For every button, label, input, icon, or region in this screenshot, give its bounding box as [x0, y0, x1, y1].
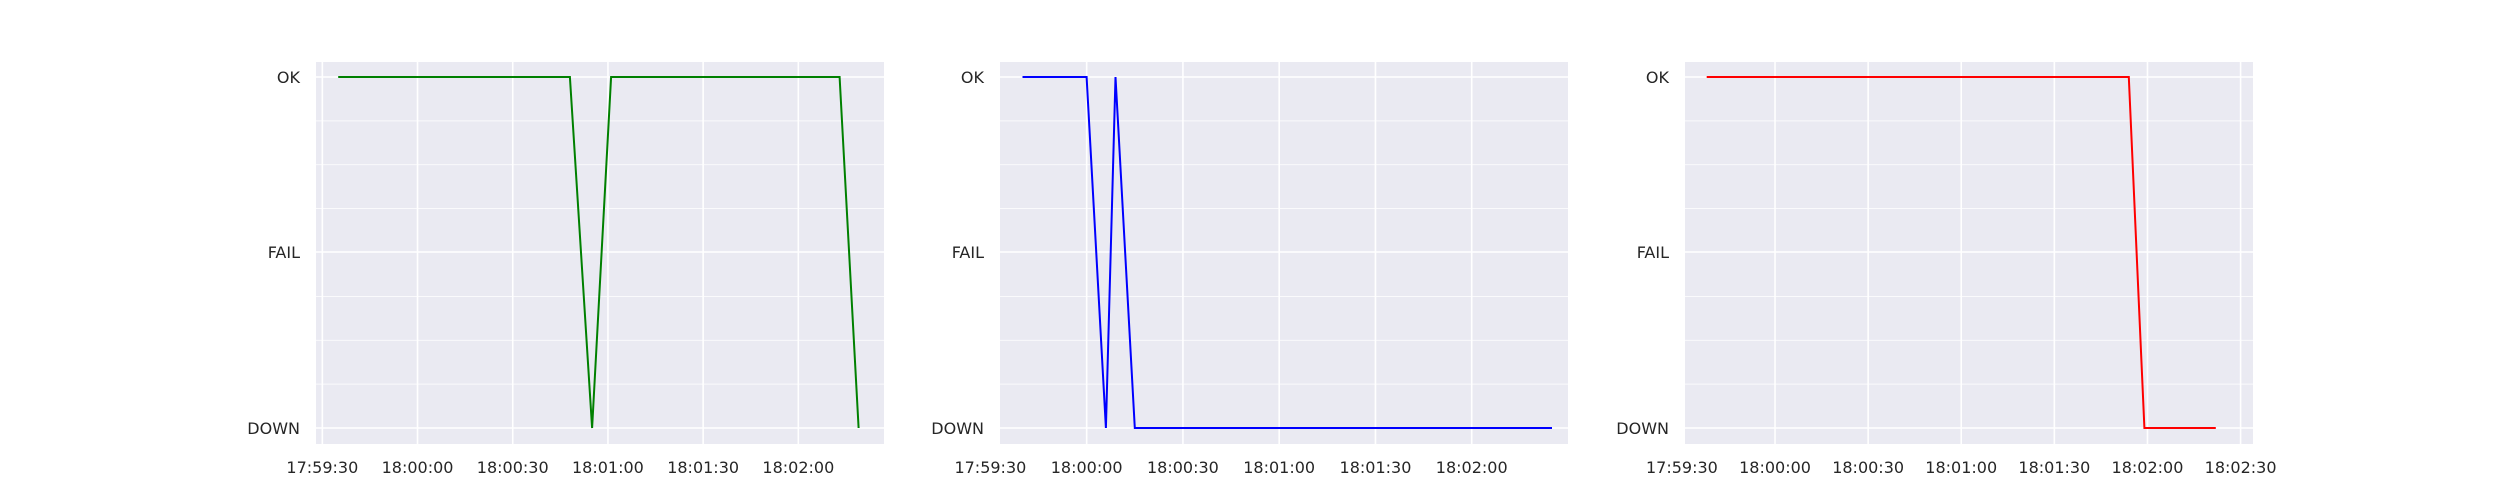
- y-tick-label: DOWN: [247, 419, 300, 438]
- y-tick-label: FAIL: [268, 243, 300, 262]
- y-tick-label: DOWN: [1616, 419, 1669, 438]
- x-tick-label: 18:02:00: [1436, 458, 1508, 477]
- x-tick-label: 18:00:30: [1832, 458, 1904, 477]
- x-tick-label: 18:02:00: [762, 458, 834, 477]
- x-tick-label: 18:00:00: [1739, 458, 1811, 477]
- y-tick-label: FAIL: [1637, 243, 1669, 262]
- x-tick-label: 18:01:30: [2018, 458, 2090, 477]
- x-tick-label: 18:00:00: [382, 458, 454, 477]
- chart-panel-2: 17:59:30 18:00:00 18:00:30 18:01:00 18:01:30…: [931, 62, 1568, 477]
- x-tick-label: 18:01:00: [1243, 458, 1315, 477]
- x-tick-label: 18:00:30: [477, 458, 549, 477]
- x-tick-label: 18:01:00: [572, 458, 644, 477]
- y-tick-label: DOWN: [931, 419, 984, 438]
- plot-area-2: [1000, 62, 1568, 444]
- y-tick-label: OK: [1646, 68, 1670, 87]
- charts-container: 17:59:30 18:00:00 18:00:30 18:01:00 18:01:30…: [247, 62, 2277, 477]
- chart-panel-1: 17:59:30 18:00:00 18:00:30 18:01:00 18:01:30…: [247, 62, 884, 477]
- x-tick-label: 18:01:00: [1925, 458, 1997, 477]
- x-tick-label: 18:00:00: [1051, 458, 1123, 477]
- chart-panel-3: 17:59:30 18:00:00 18:00:30 18:01:00 18:01:30…: [1616, 62, 2277, 477]
- series-line-3: [1706, 76, 2216, 429]
- series-line-2: [1022, 76, 1552, 429]
- plot-area-1: [316, 62, 884, 444]
- x-tick-label: 18:02:00: [2112, 458, 2184, 477]
- x-tick-label: 17:59:30: [1646, 458, 1718, 477]
- x-tick-label: 18:01:30: [667, 458, 739, 477]
- y-tick-label: OK: [277, 68, 301, 87]
- x-tick-label: 17:59:30: [286, 458, 358, 477]
- x-tick-label: 18:00:30: [1147, 458, 1219, 477]
- x-tick-label: 18:01:30: [1340, 458, 1412, 477]
- y-tick-label: FAIL: [952, 243, 984, 262]
- x-tick-label: 17:59:30: [954, 458, 1026, 477]
- series-line-1: [338, 76, 860, 429]
- y-tick-label: OK: [961, 68, 985, 87]
- plot-area-3: [1685, 62, 2253, 444]
- x-tick-label: 18:02:30: [2205, 458, 2277, 477]
